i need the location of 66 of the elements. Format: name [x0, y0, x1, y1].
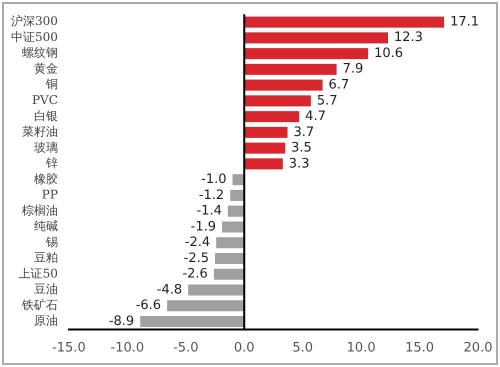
y-tick-label: 沪深300: [11, 14, 58, 28]
x-tick-label: 0.0: [234, 340, 255, 356]
data-label: 7.9: [342, 62, 364, 77]
x-tick-label: 15.0: [405, 340, 434, 356]
x-tick-label: -10.0: [110, 340, 144, 356]
data-label: -2.6: [182, 266, 208, 282]
data-label: -1.9: [190, 219, 216, 234]
data-label: 4.7: [305, 109, 326, 124]
bar: [244, 16, 444, 28]
y-tick-label: 棕榈油: [22, 203, 58, 218]
data-label: -1.4: [196, 204, 222, 219]
bar: [140, 316, 244, 328]
y-tick-label: 铁矿石: [20, 298, 58, 312]
data-label: 3.5: [291, 140, 312, 156]
bar: [216, 237, 244, 248]
data-label: 6.7: [328, 77, 350, 92]
y-tick-label: 锡: [44, 234, 58, 249]
data-label: 5.7: [316, 93, 338, 108]
data-label: -8.9: [108, 314, 134, 329]
y-tick-label: 豆油: [34, 282, 58, 296]
y-tick-label: 原油: [34, 314, 58, 328]
bar: [215, 252, 244, 264]
data-label: -2.5: [184, 250, 210, 266]
bar: [214, 268, 244, 280]
y-tick-label: 黄金: [34, 61, 58, 76]
y-tick-label: 纯碱: [34, 219, 58, 234]
data-label: -2.4: [184, 235, 210, 250]
y-tick-label: 豆粕: [34, 250, 58, 265]
bar: [244, 32, 388, 44]
bar: [244, 64, 337, 75]
x-tick-label: 5.0: [292, 340, 314, 356]
data-label: 10.6: [374, 46, 404, 61]
x-tick-label: 10.0: [346, 340, 376, 356]
data-label: 3.3: [288, 156, 310, 172]
data-label: -1.0: [201, 172, 227, 188]
y-tick-label: 白银: [34, 108, 58, 123]
y-tick-label: 橡胶: [34, 172, 58, 186]
bar: [188, 284, 244, 296]
x-tick-label: -15.0: [52, 340, 86, 356]
bar: [244, 158, 283, 170]
y-tick-label: 中证500: [11, 30, 58, 44]
data-label: 12.3: [394, 30, 423, 46]
y-tick-label: 铜: [44, 77, 58, 92]
y-tick-label: 螺纹钢: [22, 46, 58, 60]
y-tick-label: PVC: [32, 93, 58, 108]
data-label: -1.2: [198, 188, 224, 203]
bar: [244, 126, 288, 138]
bar: [222, 221, 244, 232]
bar: [244, 111, 300, 122]
bar: [228, 206, 244, 217]
data-label: -4.8: [156, 282, 182, 298]
bar: [244, 80, 323, 91]
bar: [244, 142, 286, 154]
bar: [167, 300, 244, 312]
bar: [244, 48, 368, 60]
y-tick-label: 玻璃: [34, 140, 58, 154]
data-label: 17.1: [450, 14, 480, 30]
x-tick-label: -5.0: [173, 340, 198, 356]
y-tick-label: 锌: [44, 156, 58, 170]
y-tick-label: PP: [42, 188, 58, 202]
data-label: -6.6: [136, 298, 162, 314]
bar: [244, 95, 311, 106]
x-tick-label: 20.0: [464, 340, 492, 356]
data-label: 3.7: [293, 124, 314, 140]
y-tick-label: 上证50: [18, 266, 58, 280]
y-tick-label: 菜籽油: [22, 124, 58, 139]
